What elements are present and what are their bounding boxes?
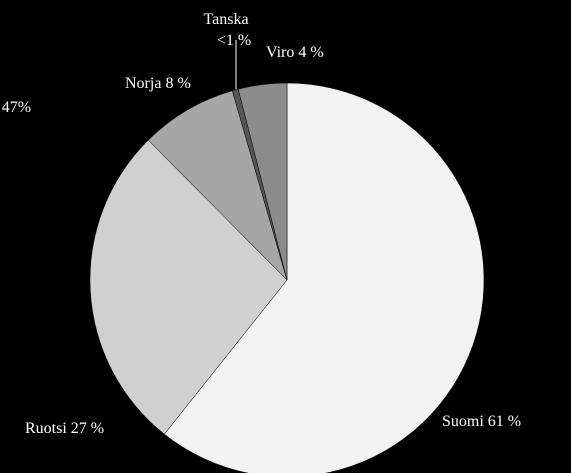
slice-label: Suomi 61 % xyxy=(442,413,521,430)
slice-label: Tanska <1 % xyxy=(203,11,251,49)
slice-value: 4 % xyxy=(298,44,323,61)
slice-value: 61 % xyxy=(488,413,521,430)
slice-category: Tanska xyxy=(203,11,248,28)
slice-category: Norja xyxy=(125,75,161,92)
slice-category: Ruotsi xyxy=(25,420,67,437)
slice-value: 27 % xyxy=(71,420,104,437)
pie-slice xyxy=(237,82,288,281)
slice-label: Viro 4 % xyxy=(266,44,324,61)
slice-category: Suomi xyxy=(442,413,484,430)
slice-label: Norja 8 % xyxy=(125,75,191,92)
pie-slice xyxy=(147,90,288,281)
slice-label: set47% xyxy=(0,99,31,116)
pie-slice xyxy=(163,82,485,473)
slice-category: Viro xyxy=(266,44,294,61)
slice-label: Ruotsi 27 % xyxy=(25,420,104,437)
slice-value: 8 % xyxy=(165,75,190,92)
slice-value: <1 % xyxy=(217,32,251,49)
slice-value: 47% xyxy=(2,99,31,116)
pie-slice xyxy=(89,139,288,435)
